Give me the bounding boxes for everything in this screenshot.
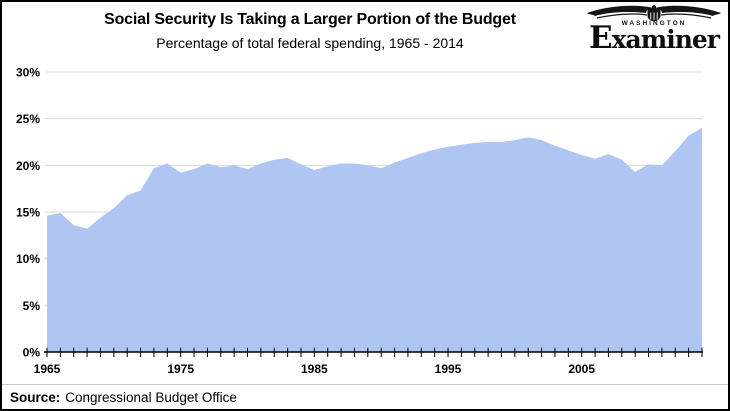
logo-examiner-text: Examiner (589, 20, 720, 56)
chart-subtitle: Percentage of total federal spending, 19… (156, 35, 464, 51)
area-chart: 0% 5% 10% 15% 20% 25% 30% 1965 1975 1985 1995 2005 (16, 66, 703, 376)
source-bar: Source: Congressional Budget Office (2, 384, 728, 409)
y-axis-label: 5% (23, 299, 41, 313)
x-axis-label: 1965 (34, 362, 61, 376)
x-axis-label: 1975 (167, 362, 194, 376)
source-text: Congressional Budget Office (65, 389, 237, 405)
y-axis-label: 20% (16, 159, 40, 173)
x-axis-label: 1995 (435, 362, 462, 376)
y-axis-label: 10% (16, 252, 40, 266)
logo-washington-text: WASHINGTON (621, 20, 687, 27)
y-axis-label: 0% (23, 346, 41, 360)
eagle-icon (587, 5, 721, 22)
y-axis-label: 25% (16, 112, 40, 126)
washington-examiner-logo: WASHINGTON Examiner (583, 4, 725, 59)
x-axis-label: 1985 (301, 362, 328, 376)
area-series (47, 128, 702, 352)
y-axis-label: 30% (16, 66, 40, 80)
chart-title: Social Security Is Taking a Larger Porti… (104, 11, 516, 28)
y-axis-label: 15% (16, 206, 40, 220)
source-label: Source: (10, 389, 61, 405)
x-axis-label: 2005 (568, 362, 595, 376)
